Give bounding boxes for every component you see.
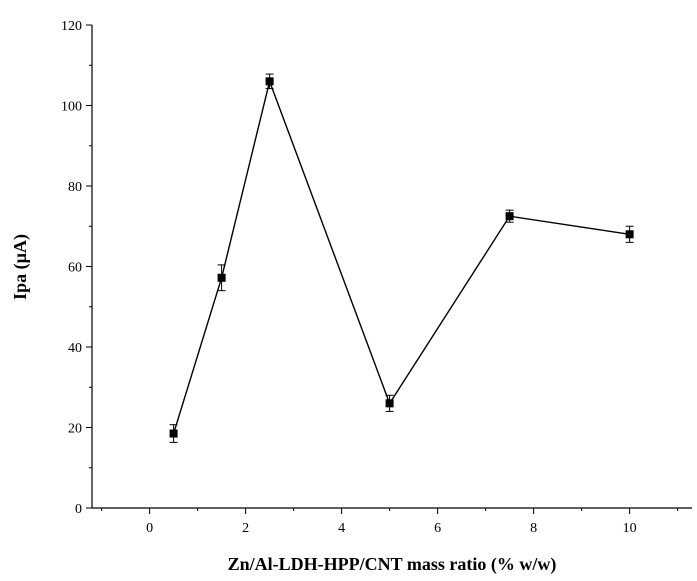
x-tick-label: 8 — [530, 521, 537, 536]
data-point — [505, 212, 514, 221]
y-axis-ticks: 0 20 40 60 80 100 120 — [61, 19, 92, 517]
y-axis-title: Ipa (µA) — [10, 234, 31, 300]
y-tick-label: 20 — [68, 422, 82, 437]
x-tick-label: 0 — [146, 521, 153, 536]
data-point — [265, 77, 274, 86]
y-tick-label: 120 — [61, 19, 82, 34]
y-tick-label: 80 — [68, 180, 82, 195]
data-point — [385, 399, 394, 408]
x-axis-ticks: 0 2 4 6 8 10 — [101, 508, 679, 536]
y-tick-label: 60 — [68, 261, 82, 276]
x-tick-label: 2 — [242, 521, 249, 536]
data-point — [169, 429, 178, 438]
y-tick-label: 40 — [68, 341, 82, 356]
data-point — [217, 273, 226, 282]
data-series — [169, 73, 634, 443]
y-tick-label: 100 — [61, 100, 82, 115]
y-tick-label: 0 — [75, 502, 82, 517]
axes — [91, 25, 692, 509]
x-tick-label: 10 — [623, 521, 637, 536]
x-tick-label: 4 — [338, 521, 345, 536]
x-axis-title: Zn/Al-LDH-HPP/CNT mass ratio (% w/w) — [228, 554, 557, 575]
data-point — [625, 230, 634, 239]
x-tick-label: 6 — [434, 521, 441, 536]
series-line — [172, 79, 630, 434]
